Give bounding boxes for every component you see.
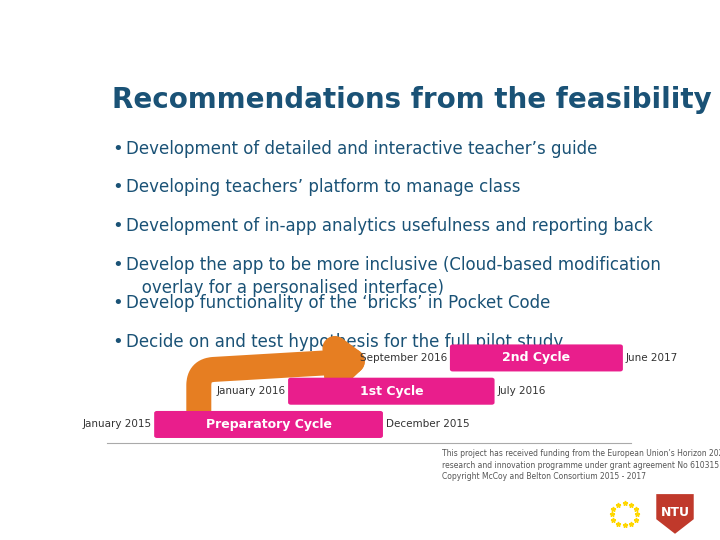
Text: NTU: NTU [660,506,690,519]
Text: •: • [112,294,123,312]
Text: Preparatory Cycle: Preparatory Cycle [206,418,331,431]
Polygon shape [657,494,694,534]
Text: This project has received funding from the European Union’s Horizon 2020
researc: This project has received funding from t… [441,449,720,481]
Text: 2nd Cycle: 2nd Cycle [503,352,570,365]
Text: January 2015: January 2015 [82,420,151,429]
Text: Develop the app to be more inclusive (Cloud-based modification
   overlay for a : Develop the app to be more inclusive (Cl… [126,255,661,297]
FancyBboxPatch shape [154,411,383,438]
Text: Developing teachers’ platform to manage class: Developing teachers’ platform to manage … [126,178,521,197]
Text: •: • [112,217,123,235]
FancyBboxPatch shape [288,377,495,404]
Text: Decide on and test hypothesis for the full pilot study: Decide on and test hypothesis for the fu… [126,333,564,351]
Text: Development of in-app analytics usefulness and reporting back: Development of in-app analytics usefulne… [126,217,653,235]
Text: January 2016: January 2016 [216,386,285,396]
Text: •: • [112,255,123,274]
Text: December 2015: December 2015 [386,420,469,429]
Text: •: • [112,333,123,351]
Text: July 2016: July 2016 [498,386,546,396]
Text: September 2016: September 2016 [360,353,447,363]
Text: 1st Cycle: 1st Cycle [359,384,423,397]
FancyArrowPatch shape [199,348,352,417]
Text: Recommendations from the feasibility pilot: Recommendations from the feasibility pil… [112,85,720,113]
FancyBboxPatch shape [450,345,623,372]
Text: Development of detailed and interactive teacher’s guide: Development of detailed and interactive … [126,140,598,158]
Text: •: • [112,140,123,158]
Text: Develop functionality of the ‘bricks’ in Pocket Code: Develop functionality of the ‘bricks’ in… [126,294,551,312]
Text: June 2017: June 2017 [626,353,678,363]
Text: •: • [112,178,123,197]
